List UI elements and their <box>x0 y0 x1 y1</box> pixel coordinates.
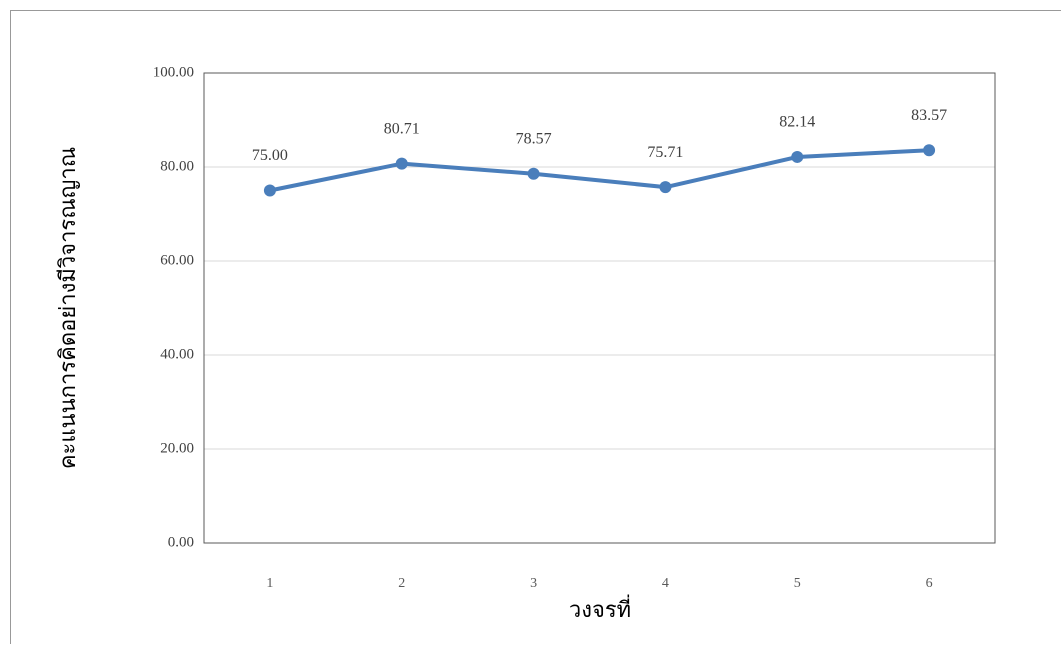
data-point <box>923 144 935 156</box>
data-point <box>659 181 671 193</box>
x-axis-title: วงจรที่ <box>569 594 631 622</box>
data-label: 82.14 <box>779 114 815 131</box>
y-tick-label: 40.00 <box>160 346 194 362</box>
y-axis-title: คะแนนการคิดอย่างมีวิจารณญาณ <box>55 147 80 469</box>
data-label: 83.57 <box>911 107 947 124</box>
data-point <box>528 168 540 180</box>
x-tick-label: 5 <box>794 576 801 591</box>
y-tick-label: 80.00 <box>160 158 194 174</box>
data-line <box>270 150 929 190</box>
y-tick-label: 20.00 <box>160 440 194 456</box>
x-tick-label: 1 <box>266 576 273 591</box>
y-tick-label: 60.00 <box>160 252 194 268</box>
data-label: 75.71 <box>647 144 683 161</box>
y-tick-label: 100.00 <box>153 64 194 80</box>
x-tick-label: 6 <box>926 576 933 591</box>
data-label: 75.00 <box>252 147 288 164</box>
data-label: 80.71 <box>384 120 420 137</box>
data-point <box>396 158 408 170</box>
plot-area <box>204 73 995 543</box>
data-label: 78.57 <box>516 130 552 147</box>
y-tick-label: 0.00 <box>168 534 194 550</box>
data-point <box>264 185 276 197</box>
x-tick-label: 3 <box>530 576 537 591</box>
x-tick-label: 4 <box>662 576 669 591</box>
x-tick-label: 2 <box>398 576 405 591</box>
data-point <box>791 151 803 163</box>
